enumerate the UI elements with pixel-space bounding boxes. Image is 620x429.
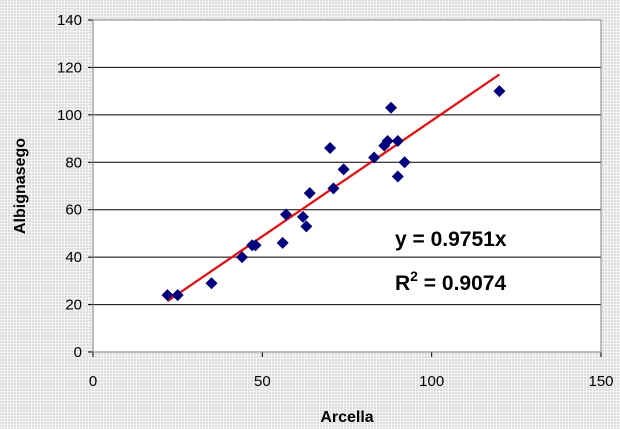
data-point xyxy=(391,134,404,147)
data-point xyxy=(280,208,293,221)
y-tick-label: 60 xyxy=(65,202,82,219)
x-tick-label: 150 xyxy=(588,373,613,390)
x-tick-label: 0 xyxy=(89,373,97,390)
data-point xyxy=(161,289,174,302)
axis-ticks: 0 20 40 60 80 100 120 140 0 50 100 150 xyxy=(57,12,614,390)
r-squared-label: R2 = 0.9074 xyxy=(395,268,506,295)
data-point xyxy=(276,236,289,249)
data-points xyxy=(161,85,506,302)
y-tick-label: 20 xyxy=(65,297,82,314)
data-point xyxy=(493,85,506,98)
data-point xyxy=(381,134,394,147)
data-point xyxy=(337,163,350,176)
r-squared-value: = 0.9074 xyxy=(418,272,506,295)
data-point xyxy=(368,151,381,164)
data-point xyxy=(296,210,309,223)
y-tick-label: 40 xyxy=(65,249,82,266)
x-axis-title: Arcella xyxy=(320,409,373,426)
x-tick-label: 100 xyxy=(419,373,444,390)
data-point xyxy=(398,156,411,169)
data-point xyxy=(205,277,218,290)
data-point xyxy=(385,101,398,114)
data-point xyxy=(327,182,340,195)
data-point xyxy=(391,170,404,183)
data-point xyxy=(171,289,184,302)
y-tick-label: 100 xyxy=(57,107,82,124)
data-point xyxy=(236,251,249,264)
y-tick-label: 0 xyxy=(74,344,82,361)
data-point xyxy=(300,220,313,233)
r-squared-superscript: 2 xyxy=(410,268,418,284)
y-tick-label: 120 xyxy=(57,59,82,76)
data-point xyxy=(249,239,262,252)
data-point xyxy=(303,187,316,200)
plot-border xyxy=(92,19,602,353)
r-squared-symbol: R xyxy=(395,272,410,295)
x-tick-label: 50 xyxy=(254,373,271,390)
y-axis-title: Albignasego xyxy=(12,138,29,234)
y-tick-label: 140 xyxy=(57,12,82,29)
trendline-equation: y = 0.9751x xyxy=(395,228,507,251)
data-point xyxy=(324,142,337,155)
plot-area xyxy=(93,20,601,352)
y-tick-label: 80 xyxy=(65,154,82,171)
